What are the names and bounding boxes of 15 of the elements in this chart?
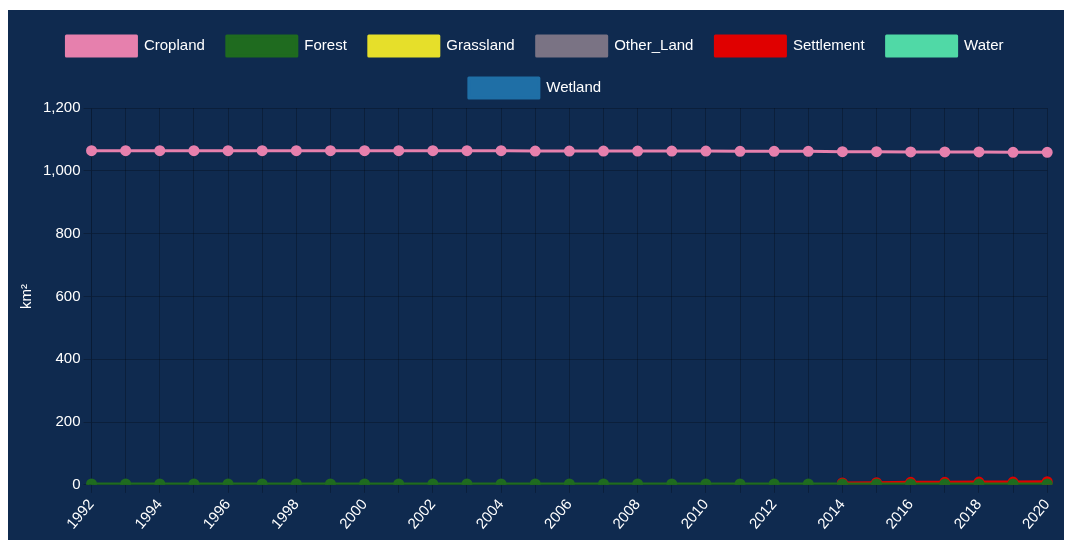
legend-label: Cropland bbox=[143, 36, 205, 54]
y-tick-label: 800 bbox=[55, 223, 81, 241]
legend-label: Wetland bbox=[546, 78, 602, 96]
legend-label: Forest bbox=[304, 36, 348, 54]
y-tick-label: 200 bbox=[55, 412, 81, 430]
legend-label: Settlement bbox=[792, 36, 866, 54]
y-tick-label: 0 bbox=[72, 475, 81, 493]
legend-label: Other_Land bbox=[614, 36, 694, 54]
legend-label: Grassland bbox=[446, 36, 515, 54]
y-tick-label: 1,000 bbox=[42, 160, 81, 178]
y-tick-label: 600 bbox=[55, 286, 81, 304]
y-tick-label: 400 bbox=[55, 349, 81, 367]
y-axis-title: km² bbox=[17, 283, 35, 309]
legend-label: Water bbox=[964, 36, 1004, 54]
y-tick-label: 1,200 bbox=[42, 98, 81, 116]
